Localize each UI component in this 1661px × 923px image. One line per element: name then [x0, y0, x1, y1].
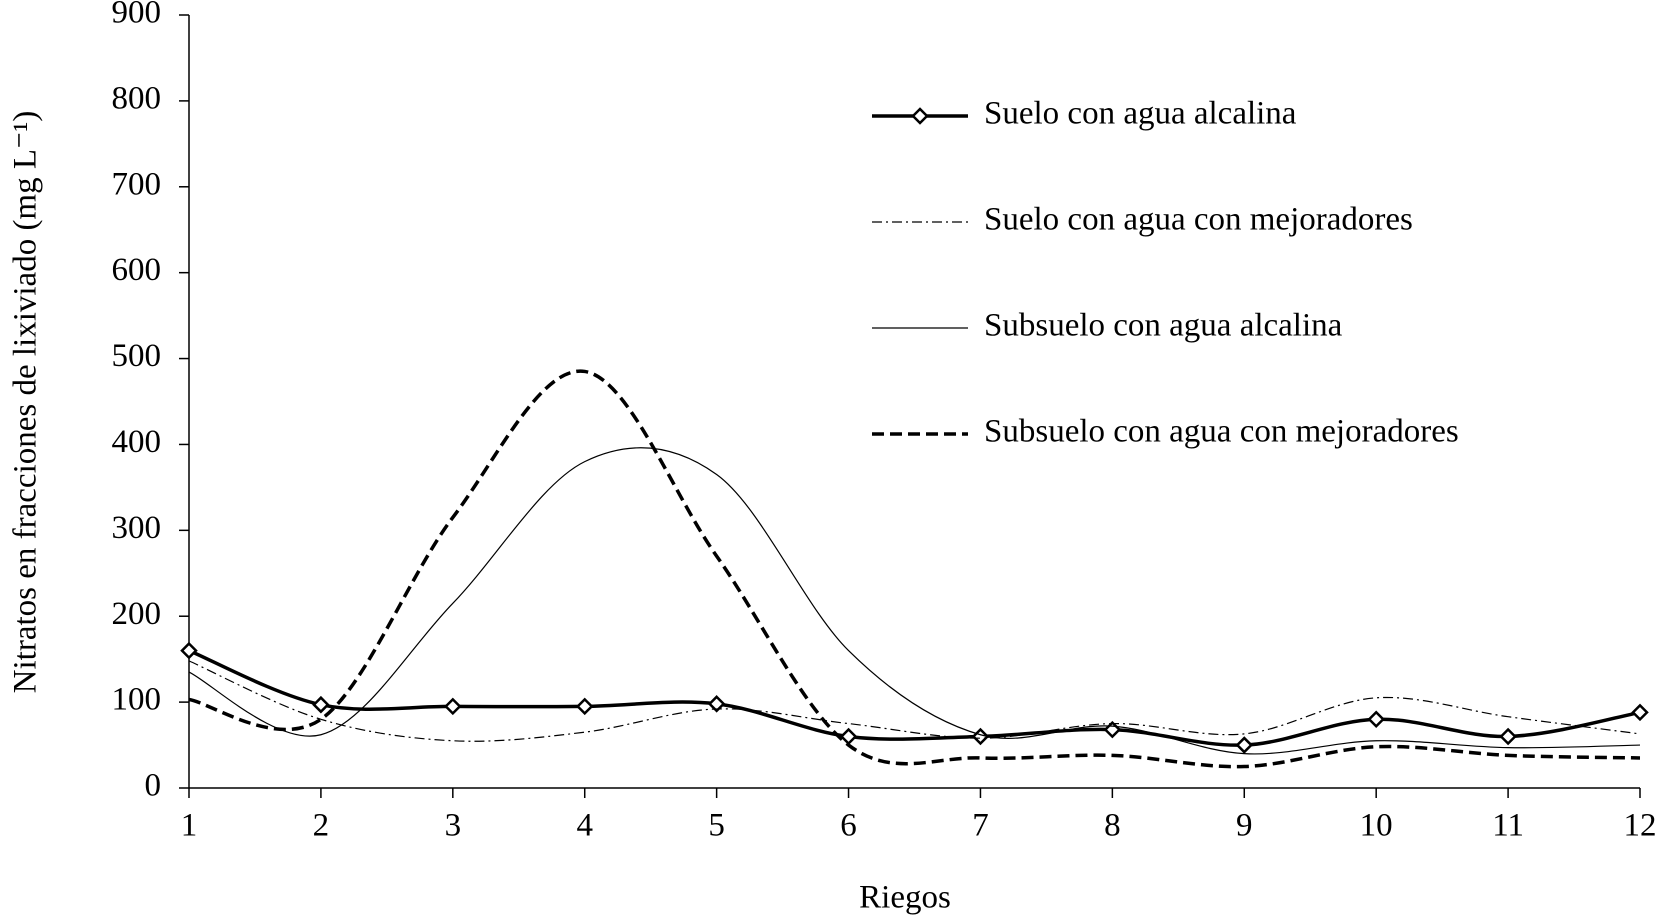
y-tick-label: 600 [112, 252, 162, 288]
point-marker [180, 641, 198, 660]
legend-label: Subsuelo con agua alcalina [984, 308, 1343, 344]
point-marker [1235, 736, 1254, 754]
x-tick-label: 4 [576, 808, 593, 844]
x-tick-label: 12 [1624, 808, 1657, 844]
series-line [188, 660, 1641, 742]
y-tick-label: 0 [145, 768, 162, 804]
y-tick-label: 800 [112, 80, 162, 116]
y-tick-label: 100 [112, 682, 162, 718]
y-tick-label: 400 [112, 424, 162, 460]
y-tick-label: 300 [112, 510, 162, 546]
point-marker [707, 695, 726, 713]
series-line [188, 447, 1641, 755]
y-tick-label: 900 [112, 0, 162, 31]
x-tick-label: 2 [313, 808, 330, 844]
x-tick-label: 10 [1360, 808, 1393, 844]
x-tick-label: 3 [445, 808, 462, 844]
point-marker [312, 695, 330, 714]
x-tick-label: 6 [840, 808, 857, 844]
x-tick-label: 8 [1104, 808, 1121, 844]
point-marker [1631, 703, 1649, 722]
point-marker [575, 697, 594, 716]
point-marker [1103, 720, 1122, 739]
legend-label: Suelo con agua con mejoradores [984, 202, 1413, 238]
series-line [188, 369, 1641, 769]
x-tick-label: 11 [1492, 808, 1524, 844]
legend-marker [911, 107, 929, 125]
legend-label: Suelo con agua alcalina [984, 96, 1297, 132]
point-marker [839, 727, 858, 746]
point-marker [1367, 710, 1385, 729]
y-tick-label: 700 [112, 166, 162, 202]
x-tick-label: 9 [1236, 808, 1253, 844]
point-marker [1499, 727, 1517, 746]
series-line [188, 648, 1641, 747]
legend-label: Subsuelo con agua con mejoradores [984, 414, 1459, 450]
point-marker [971, 727, 990, 746]
x-tick-label: 1 [181, 808, 198, 844]
x-axis-label: Riegos [859, 880, 951, 916]
x-tick-label: 7 [972, 808, 989, 844]
y-tick-label: 200 [112, 596, 162, 632]
point-marker [444, 697, 462, 716]
y-axis-label: Nitratos en fracciones de lixiviado (mg … [8, 111, 44, 694]
y-tick-label: 500 [112, 338, 162, 374]
x-tick-label: 5 [708, 808, 725, 844]
